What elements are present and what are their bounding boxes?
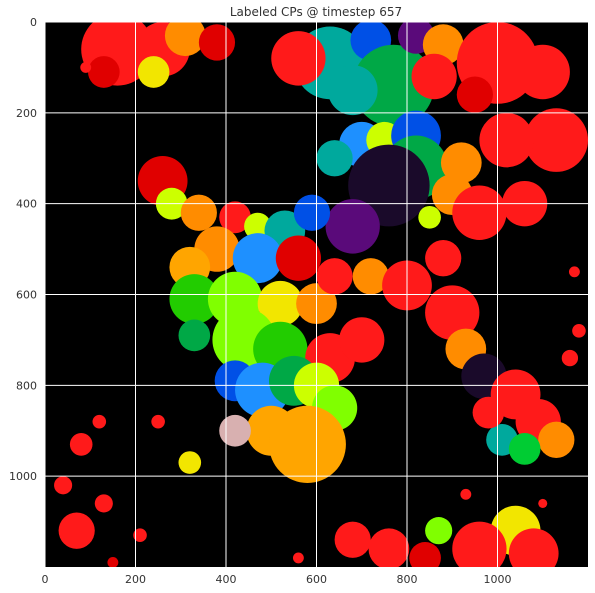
- cp-region: [508, 433, 541, 465]
- cp-region: [54, 476, 73, 495]
- cp-region: [460, 488, 472, 500]
- cp-region: [169, 274, 220, 325]
- cp-region: [508, 528, 559, 567]
- cp-region: [452, 521, 507, 567]
- cp-region: [198, 24, 236, 61]
- cp-region: [411, 53, 457, 100]
- cp-region: [180, 194, 217, 231]
- x-tick-label: 0: [42, 573, 49, 586]
- y-axis-ticks: 0 200 400 600 800 1000: [9, 16, 37, 483]
- cp-region: [164, 22, 206, 57]
- cp-region: [271, 31, 326, 86]
- cp-region: [538, 421, 575, 459]
- cp-region: [178, 451, 202, 474]
- cp-region: [452, 185, 507, 240]
- cp-region: [94, 494, 113, 513]
- x-axis-ticks: 0 200 400 600 800 1000: [42, 573, 512, 586]
- chart-title: Labeled CPs @ timestep 657: [230, 5, 402, 19]
- cp-region: [80, 61, 92, 73]
- y-tick-label: 1000: [9, 470, 37, 483]
- cp-region: [515, 44, 570, 100]
- cp-region: [352, 44, 435, 127]
- cp-region: [425, 285, 480, 340]
- cp-region: [472, 396, 505, 429]
- cp-region: [178, 319, 211, 352]
- cp-region: [425, 239, 462, 277]
- cp-region: [275, 235, 322, 281]
- y-tick-label: 600: [16, 289, 37, 302]
- cp-region: [561, 349, 579, 367]
- labeled-regions: [54, 22, 588, 567]
- cp-region: [69, 433, 93, 456]
- x-tick-label: 800: [397, 573, 418, 586]
- cp-region: [418, 205, 441, 229]
- cp-region: [219, 414, 251, 447]
- cp-region: [479, 112, 534, 168]
- x-tick-label: 400: [216, 573, 237, 586]
- y-tick-label: 0: [30, 16, 37, 29]
- cp-region: [92, 414, 107, 429]
- cp-region: [325, 199, 380, 254]
- cp-region: [368, 528, 410, 567]
- x-tick-label: 1000: [484, 573, 512, 586]
- cp-region: [107, 557, 119, 567]
- cp-region: [327, 65, 378, 116]
- cp-region: [316, 258, 353, 295]
- cp-region: [334, 521, 371, 558]
- cp-region: [572, 324, 586, 338]
- cp-region: [568, 266, 580, 278]
- cp-region: [137, 56, 170, 88]
- y-tick-label: 400: [16, 198, 37, 211]
- cp-region: [524, 108, 588, 172]
- cp-region: [244, 212, 272, 240]
- x-tick-label: 600: [306, 573, 327, 586]
- cp-region: [352, 258, 389, 295]
- cp-region: [425, 517, 453, 545]
- cp-region: [292, 552, 304, 564]
- grid-lines: [44, 21, 588, 567]
- x-tick-label: 200: [125, 573, 146, 586]
- cp-region: [456, 76, 493, 113]
- cp-region: [440, 142, 482, 184]
- cp-region: [58, 512, 95, 549]
- cp-region: [232, 233, 283, 284]
- cp-region: [339, 317, 385, 363]
- cp-region: [409, 542, 441, 567]
- cp-region: [538, 498, 548, 508]
- y-tick-label: 200: [16, 107, 37, 120]
- cp-region: [87, 56, 120, 88]
- cp-region: [316, 140, 353, 177]
- cp-region: [268, 405, 346, 483]
- cp-region: [257, 280, 303, 327]
- cp-region: [293, 194, 331, 231]
- y-tick-label: 800: [16, 379, 37, 392]
- cp-region: [133, 528, 147, 543]
- cp-region: [219, 201, 251, 234]
- cp-region: [151, 414, 165, 429]
